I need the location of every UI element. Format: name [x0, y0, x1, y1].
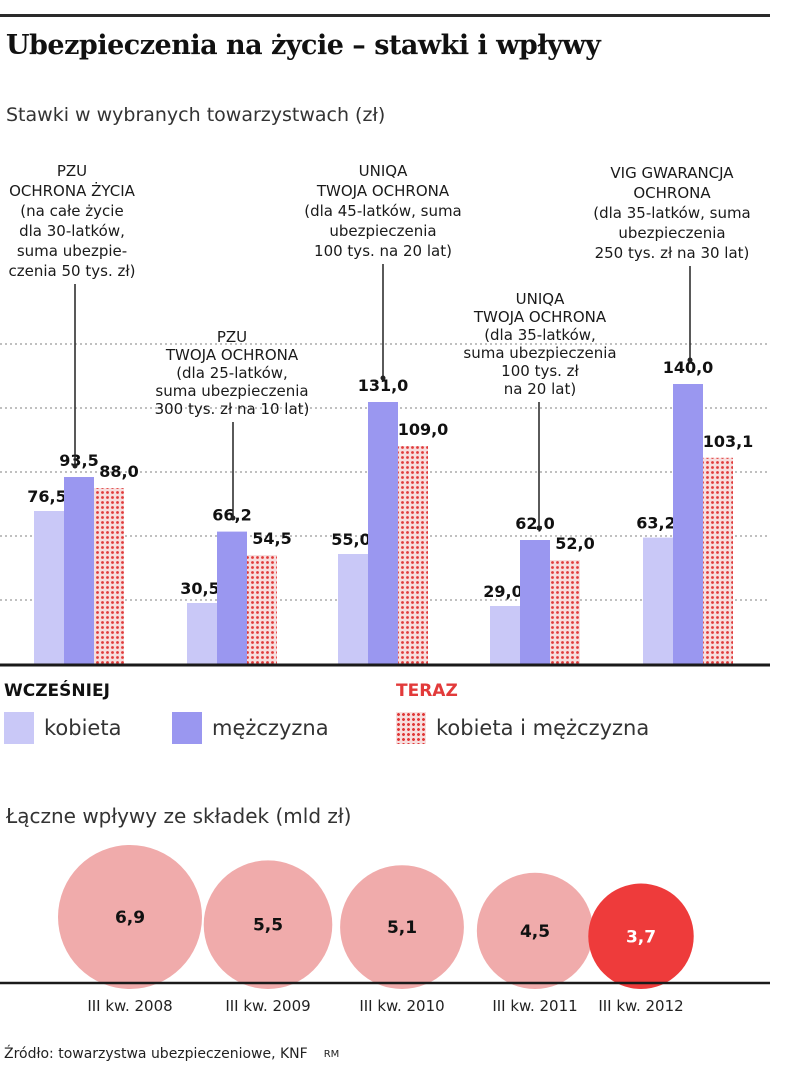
bubble-value-label: 5,5	[253, 916, 283, 936]
data-label: 76,5	[27, 487, 66, 506]
data-label: 140,0	[663, 358, 714, 377]
data-label: 88,0	[99, 462, 138, 481]
bar-chart: 76,5 93,588,0 30,5 66,254,5 55,0 131,0 109,0 29…	[0, 162, 770, 667]
data-label: 103,1	[703, 432, 754, 451]
group-label-line: na 20 lat)	[504, 380, 576, 398]
data-label: 55,0	[331, 530, 370, 549]
leader-dot	[536, 525, 542, 531]
bubble	[476, 872, 594, 989]
group-label-line: OCHRONA ŻYCIA	[9, 181, 136, 200]
bar-kobieta	[643, 537, 673, 664]
source-note: Źródło: towarzystwa ubezpieczeniowe, KNF…	[4, 1046, 339, 1062]
legend-swatch-teraz	[396, 712, 426, 744]
data-label: 52,0	[555, 534, 594, 553]
data-label: 30,5	[180, 579, 219, 598]
bubble	[340, 865, 464, 989]
bar-teraz	[398, 446, 428, 664]
bubble-value-label: 3,7	[626, 927, 656, 947]
leader-dot	[72, 463, 78, 469]
group-label-line: PZU	[57, 162, 87, 180]
data-label: 66,2	[212, 506, 251, 525]
bar-mezczyzna	[673, 384, 703, 664]
bar-teraz	[703, 457, 733, 664]
data-label: 131,0	[358, 376, 409, 395]
bar-mezczyzna	[520, 540, 550, 664]
data-label: 62,0	[515, 514, 554, 533]
group-label-line: (dla 35-latków, suma	[593, 204, 751, 222]
legend-item-kobieta: kobieta	[4, 712, 121, 744]
group-label-line: 100 tys. na 20 lat)	[314, 242, 452, 260]
group-label-line: dla 30-latków,	[19, 222, 125, 240]
group-label-line: 100 tys. zł	[501, 362, 579, 380]
leader-dot	[687, 357, 693, 363]
group-label-line: 250 tys. zł na 30 lat)	[595, 244, 750, 262]
legend-swatch-mezczyzna	[172, 712, 202, 744]
data-label: 93,5	[59, 451, 98, 470]
bar-mezczyzna	[64, 477, 94, 664]
data-label: 29,0	[483, 582, 522, 601]
source-text: Źródło: towarzystwa ubezpieczeniowe, KNF	[4, 1046, 308, 1062]
group-label-line: ubezpieczenia	[618, 224, 725, 242]
bubble-chart-title: Łączne wpływy ze składek (mld zł)	[6, 804, 352, 828]
group-label-line: TWOJA OCHRONA	[316, 182, 450, 200]
legend-label-kobieta: kobieta	[44, 716, 122, 740]
leader-dot	[230, 515, 236, 521]
group-label-line: VIG GWARANCJA	[610, 164, 734, 182]
group-label-line: (dla 45-latków, suma	[304, 202, 462, 220]
bar-kobieta	[187, 603, 217, 664]
group-label-line: suma ubezpie-	[17, 242, 127, 260]
group-label-line: suma ubezpieczenia	[155, 382, 308, 400]
legend-swatch-kobieta	[4, 712, 34, 744]
group-label-line: (dla 35-latków,	[484, 326, 596, 344]
bubble-category-label: III kw. 2008	[87, 997, 172, 1015]
group-label-line: czenia 50 tys. zł)	[9, 262, 136, 280]
bubble-category-label: III kw. 2009	[225, 997, 310, 1015]
bubble-value-label: 5,1	[387, 918, 417, 938]
bubble	[203, 860, 333, 989]
group-label-line: (dla 25-latków,	[176, 364, 288, 382]
group-label-line: ubezpieczenia	[329, 222, 436, 240]
top-rule	[0, 14, 770, 17]
bubble	[58, 845, 202, 989]
bar-kobieta	[490, 606, 520, 664]
group-label-line: OCHRONA	[633, 184, 711, 202]
bubble-value-label: 6,9	[115, 908, 145, 928]
author-credit: RM	[323, 1048, 340, 1060]
bar-teraz	[94, 488, 124, 664]
group-label-line: suma ubezpieczenia	[463, 344, 616, 362]
bubble-value-label: 4,5	[520, 922, 550, 942]
page-title: Ubezpieczenia na życie – stawki i wpływy	[6, 30, 601, 61]
bubble	[588, 883, 694, 989]
bar-mezczyzna	[217, 531, 247, 664]
bar-kobieta	[338, 554, 368, 664]
legend-teraz: TERAZ	[396, 681, 458, 701]
leader-dot	[380, 375, 386, 381]
group-label-line: TWOJA OCHRONA	[165, 346, 299, 364]
data-label: 54,5	[252, 529, 291, 548]
bar-kobieta	[34, 511, 64, 664]
legend-label-teraz: kobieta i mężczyzna	[436, 716, 650, 740]
legend-label-mezczyzna: mężczyzna	[212, 716, 329, 740]
bar-mezczyzna	[368, 402, 398, 664]
group-label-line: UNIQA	[359, 162, 408, 180]
legend-item-mezczyzna: mężczyzna	[172, 712, 329, 744]
bubble-chart: 6,9 III kw. 2008 5,5 III kw. 2009 5,1 III kw.…	[0, 845, 770, 1015]
legend-item-teraz: kobieta i mężczyzna	[396, 712, 649, 744]
chart-subtitle: Stawki w wybranych towarzystwach (zł)	[6, 104, 386, 126]
group-label-line: UNIQA	[516, 290, 565, 308]
legend-wczesniej: WCZEŚNIEJ	[4, 681, 110, 701]
group-label-line: TWOJA OCHRONA	[473, 308, 607, 326]
group-label-line: 300 tys. zł na 10 lat)	[155, 400, 310, 418]
bubble-category-label: III kw. 2011	[492, 997, 577, 1015]
group-label-line: PZU	[217, 328, 247, 346]
bar-teraz	[247, 555, 277, 664]
bubble-category-label: III kw. 2012	[598, 997, 683, 1015]
bubble-category-label: III kw. 2010	[359, 997, 444, 1015]
data-label: 63,2	[636, 514, 675, 533]
group-label-line: (na całe życie	[20, 202, 123, 220]
bar-teraz	[550, 560, 580, 664]
data-label: 109,0	[398, 420, 449, 439]
